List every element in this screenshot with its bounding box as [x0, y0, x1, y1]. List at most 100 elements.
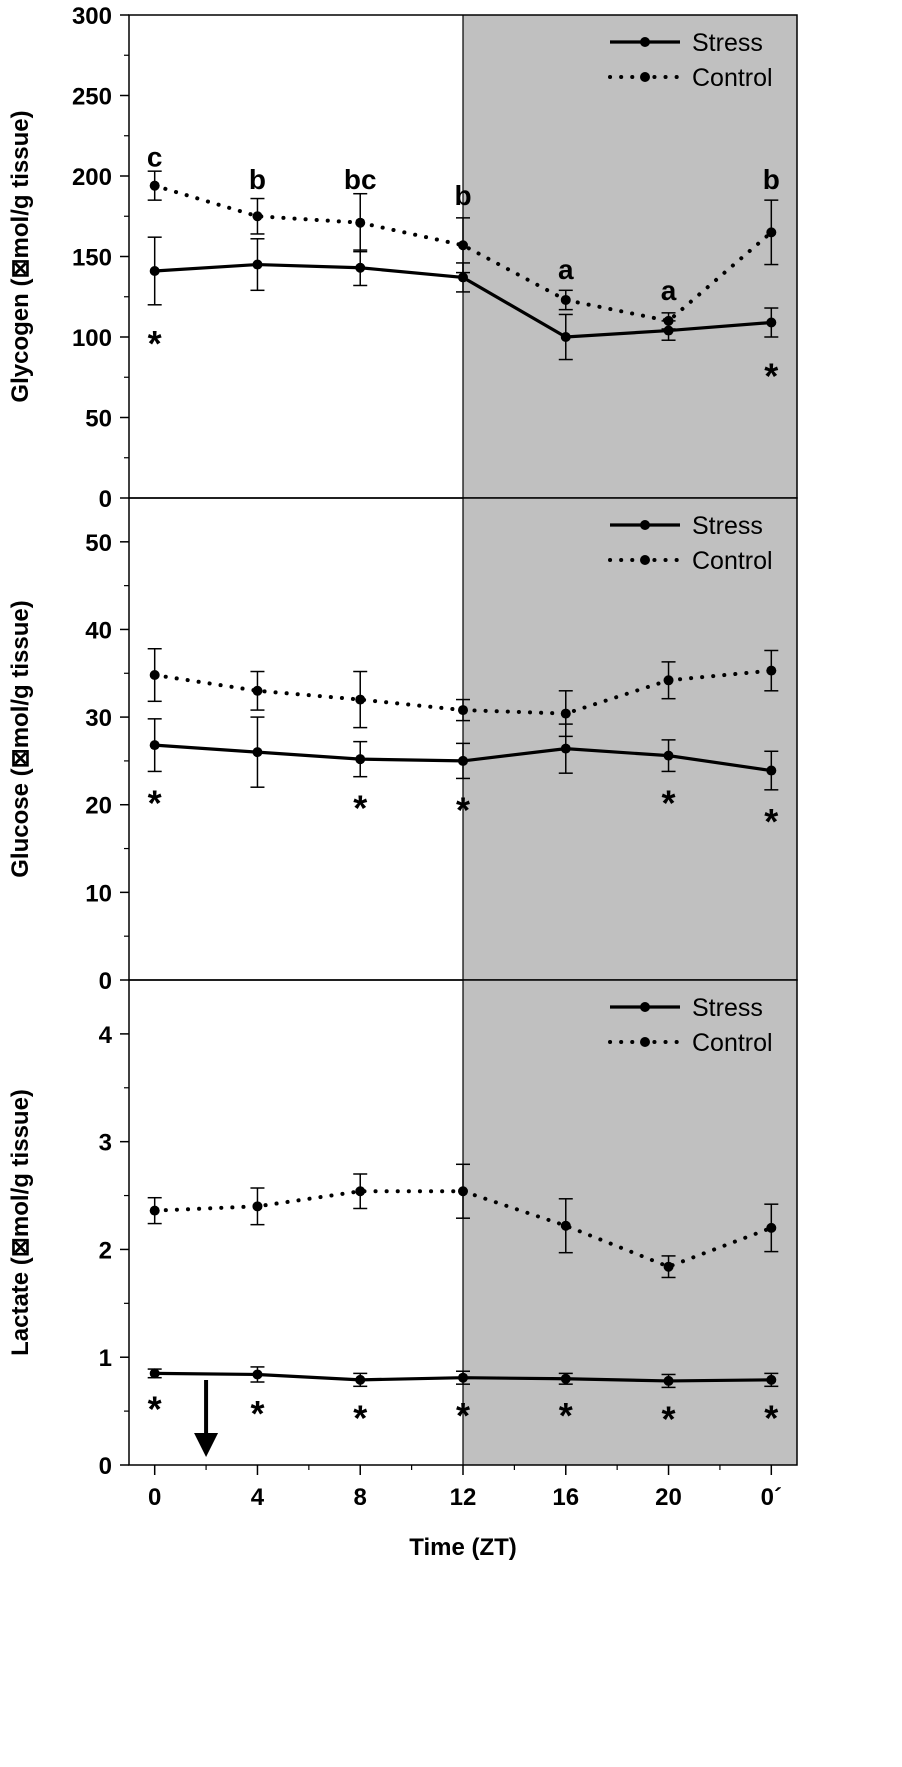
legend-marker-control: [640, 72, 650, 82]
y-tick-label: 200: [72, 164, 112, 191]
legend-marker-stress: [640, 520, 650, 530]
data-point-control: [766, 227, 777, 238]
x-tick-label: 0: [148, 1484, 161, 1511]
y-axis-title: Lactate (⊠mol/g tissue): [7, 1089, 34, 1356]
dark-phase-shading: [463, 980, 797, 1465]
data-point-stress: [663, 750, 674, 761]
significance-star: *: [764, 1397, 778, 1438]
legend-marker-stress: [640, 1002, 650, 1012]
data-point-stress: [458, 272, 468, 283]
significance-star: *: [456, 789, 470, 830]
data-point-stress: [560, 743, 571, 754]
x-tick-label: 0´: [761, 1484, 782, 1511]
letter-annotation: b: [454, 180, 471, 211]
data-point-control: [458, 240, 468, 251]
significance-star: *: [559, 1395, 573, 1436]
data-point-control: [663, 1261, 674, 1272]
panel-1: 0 50 100 150 200 250 300 Glycogen (⊠mol/g tissu…: [7, 3, 798, 513]
data-point-control: [252, 1201, 263, 1212]
data-point-control: [458, 705, 468, 716]
y-tick-label: 10: [85, 880, 112, 907]
legend-label-stress: Stress: [692, 994, 763, 1022]
dark-phase-shading: [463, 498, 797, 980]
data-point-stress: [355, 1374, 366, 1385]
y-tick-label: 50: [85, 406, 112, 433]
x-axis: 0 4 8 12 16 20 0´ Time (ZT): [148, 1465, 782, 1561]
x-tick-label: 4: [251, 1484, 265, 1511]
significance-star: *: [456, 1395, 470, 1436]
data-point-stress: [149, 1368, 160, 1379]
significance-star: *: [250, 1393, 264, 1434]
data-point-control: [560, 1220, 571, 1231]
data-point-control: [149, 670, 160, 681]
x-tick-label: 8: [354, 1484, 367, 1511]
significance-star: *: [148, 782, 162, 823]
legend-marker-control: [640, 1037, 650, 1047]
data-point-control: [560, 708, 571, 719]
y-tick-label: 4: [99, 1022, 113, 1049]
data-point-control: [458, 1186, 468, 1197]
data-point-control: [560, 294, 571, 305]
data-point-control: [355, 1186, 366, 1197]
data-point-control: [663, 315, 674, 326]
data-point-stress: [355, 262, 366, 273]
legend: Stress Control: [608, 994, 773, 1057]
data-point-control: [149, 180, 160, 191]
letter-annotation: c: [147, 141, 163, 172]
significance-star: *: [353, 1397, 367, 1438]
y-tick-label: 0: [99, 968, 112, 995]
legend-marker-stress: [640, 37, 650, 47]
y-tick-label: 0: [99, 1453, 112, 1480]
x-tick-label: 16: [552, 1484, 579, 1511]
significance-star: *: [764, 801, 778, 842]
significance-star: *: [148, 1389, 162, 1430]
y-tick-label: 30: [85, 705, 112, 732]
arrow-head: [194, 1433, 219, 1457]
x-tick-label: 12: [450, 1484, 477, 1511]
significance-star: *: [662, 1398, 676, 1439]
y-tick-label: 300: [72, 3, 112, 30]
data-point-control: [766, 1222, 777, 1233]
significance-star: *: [764, 355, 778, 396]
down-arrow-icon: [194, 1380, 219, 1457]
x-tick-label: 20: [655, 1484, 682, 1511]
y-tick-label: 250: [72, 84, 112, 111]
data-point-stress: [149, 740, 160, 751]
data-point-stress: [149, 265, 160, 276]
data-point-control: [252, 211, 263, 222]
data-point-stress: [560, 1373, 571, 1384]
y-tick-label: 3: [99, 1130, 112, 1157]
significance-star: *: [353, 788, 367, 829]
data-point-stress: [766, 1374, 777, 1385]
data-point-stress: [355, 754, 366, 765]
panel-2: 0 10 20 30 40 50 Glucose (⊠mol/g tissue) * * * * * S…: [7, 497, 798, 995]
data-point-stress: [252, 747, 263, 758]
legend-label-control: Control: [692, 547, 773, 575]
legend-label-control: Control: [692, 1029, 773, 1057]
data-point-control: [149, 1205, 160, 1216]
data-point-control: [766, 665, 777, 676]
legend-label-stress: Stress: [692, 512, 763, 540]
data-point-stress: [252, 1369, 263, 1380]
letter-annotation: a: [558, 254, 574, 285]
legend: Stress Control: [608, 29, 773, 92]
data-point-stress: [766, 317, 777, 328]
data-point-stress: [252, 259, 263, 270]
y-tick-label: 1: [99, 1345, 112, 1372]
letter-annotation: b: [763, 164, 780, 195]
data-point-stress: [560, 332, 571, 342]
data-point-stress: [458, 755, 468, 766]
legend: Stress Control: [608, 512, 773, 575]
data-point-stress: [663, 1375, 674, 1386]
letter-annotation: bc: [344, 164, 377, 195]
data-point-stress: [458, 1372, 468, 1383]
data-point-stress: [766, 765, 777, 776]
panel-3: 0 1 2 3 4 Lactate (⊠mol/g tissue) * * * * * * * Stres…: [7, 979, 798, 1480]
y-axis-title: Glucose (⊠mol/g tissue): [7, 600, 34, 878]
y-axis-title: Glycogen (⊠mol/g tissue): [7, 110, 34, 402]
letter-annotation: b: [249, 164, 266, 195]
y-tick-label: 50: [85, 530, 112, 557]
y-tick-label: 150: [72, 245, 112, 272]
y-tick-label: 2: [99, 1237, 112, 1264]
